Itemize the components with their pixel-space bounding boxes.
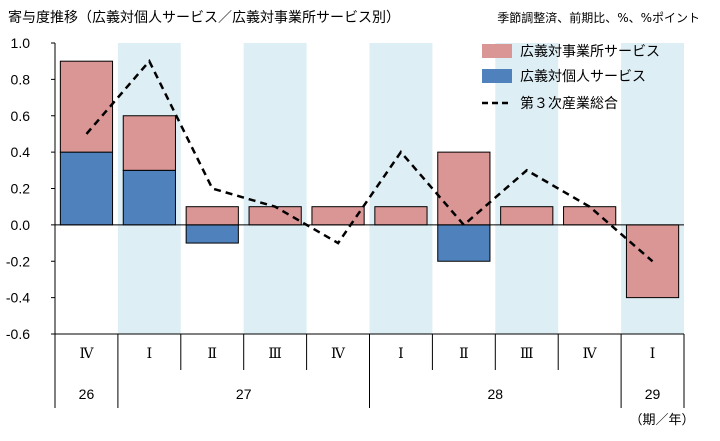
bar-personal xyxy=(122,169,176,226)
bar-personal xyxy=(437,224,491,262)
bar-personal xyxy=(185,224,239,244)
quarter-label: Ⅳ xyxy=(79,346,94,362)
x-axis-unit-label: （期／年） xyxy=(629,413,694,428)
total-line xyxy=(85,58,654,263)
y-tick-label: 0.6 xyxy=(11,108,31,124)
bar-business xyxy=(185,206,239,226)
y-tick-label: 0.8 xyxy=(11,71,31,87)
year-label: 26 xyxy=(79,386,95,402)
y-tick-label: -0.4 xyxy=(6,290,30,306)
quarter-label: Ⅲ xyxy=(268,346,282,362)
y-tick-label: -0.2 xyxy=(6,253,30,269)
quarter-label: Ⅰ xyxy=(650,346,656,362)
legend-label-business: 広義対事業所サービス xyxy=(520,43,660,60)
bar-business xyxy=(59,60,114,153)
bar-business xyxy=(374,206,428,226)
legend-swatch-personal xyxy=(482,69,512,83)
bar-business xyxy=(122,115,176,171)
year-label: 29 xyxy=(645,386,661,402)
chart-subtitle: 季節調整済、前期比、%、%ポイント xyxy=(497,10,700,25)
year-label: 27 xyxy=(236,386,252,402)
quarter-label: Ⅱ xyxy=(459,346,469,362)
x-axis-labels: Ⅳ Ⅰ Ⅱ Ⅲ Ⅳ Ⅰ Ⅱ Ⅲ Ⅳ Ⅰ 26 27 28 29 xyxy=(79,346,661,402)
y-axis-ticks: 1.0 0.8 0.6 0.4 0.2 0.0 -0.2 -0.4 -0.6 xyxy=(6,35,30,342)
bar-business xyxy=(248,206,302,226)
y-tick-label: 0.0 xyxy=(11,217,31,233)
quarter-label: Ⅲ xyxy=(520,346,534,362)
shade-band xyxy=(243,43,307,334)
quarter-label: Ⅳ xyxy=(583,346,598,362)
quarter-label: Ⅳ xyxy=(331,346,346,362)
y-tick-label: 0.4 xyxy=(11,144,31,160)
y-tick-label: 1.0 xyxy=(11,35,31,51)
quarter-label: Ⅰ xyxy=(147,346,153,362)
legend-label-total: 第３次産業総合 xyxy=(520,95,618,112)
y-tick-label: 0.2 xyxy=(11,181,31,197)
axes xyxy=(51,42,685,408)
quarter-label: Ⅰ xyxy=(398,346,404,362)
total-line-series xyxy=(85,58,654,263)
chart-title: 寄与度推移（広義対個人サービス／広義対事業所サービス別） xyxy=(8,9,400,26)
legend-label-personal: 広義対個人サービス xyxy=(520,68,646,85)
legend: 広義対事業所サービス 広義対個人サービス 第３次産業総合 xyxy=(482,43,660,112)
shade-band xyxy=(369,43,433,334)
bar-business xyxy=(500,206,554,226)
y-tick-label: -0.6 xyxy=(6,326,30,342)
legend-swatch-business xyxy=(482,44,512,58)
bar-series xyxy=(59,60,680,299)
quarter-label: Ⅱ xyxy=(207,346,217,362)
year-label: 28 xyxy=(488,386,504,402)
bar-personal xyxy=(59,151,114,226)
bar-business xyxy=(437,151,491,226)
shaded-quarter-bands xyxy=(117,43,684,334)
bar-business xyxy=(625,224,680,299)
